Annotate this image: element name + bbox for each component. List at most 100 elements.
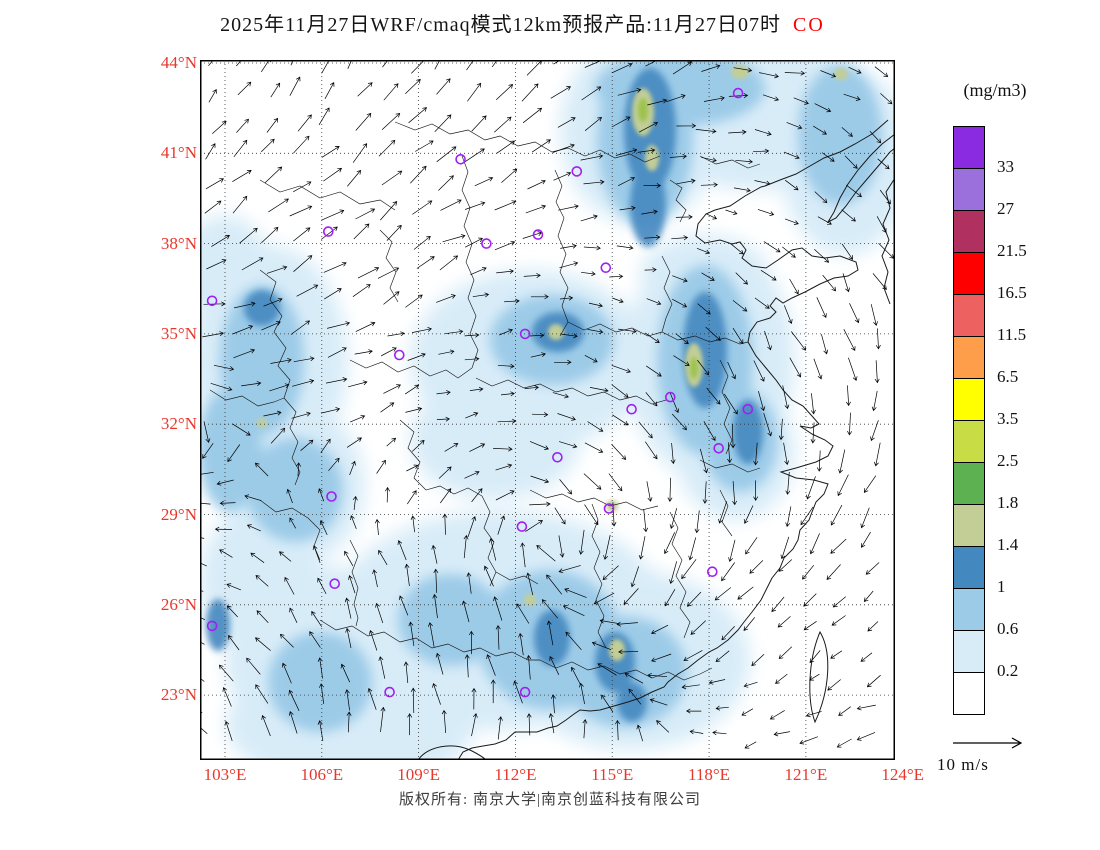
wind-arrow xyxy=(311,610,322,627)
wind-arrow xyxy=(814,191,828,204)
wind-arrow xyxy=(404,563,410,587)
wind-arrow xyxy=(791,331,807,351)
wind-arrow xyxy=(681,559,697,580)
station-marker xyxy=(394,349,405,361)
wind-arrow xyxy=(318,488,325,502)
wind-arrow xyxy=(703,421,716,441)
wind-arrow xyxy=(546,620,554,646)
wind-arrow xyxy=(778,646,793,660)
wind-arrow xyxy=(233,139,248,158)
wind-arrows xyxy=(200,60,895,749)
wind-arrow xyxy=(876,216,887,233)
wind-arrow xyxy=(200,471,214,475)
wind-arrow xyxy=(647,98,668,106)
wind-arrow xyxy=(250,552,265,563)
wind-arrow xyxy=(349,460,356,476)
wind-arrow xyxy=(439,255,459,271)
wind-arrow xyxy=(227,444,241,463)
wind-arrow xyxy=(385,486,391,503)
wind-arrow xyxy=(347,169,362,187)
wind-arrow xyxy=(411,60,428,74)
wind-arrow xyxy=(300,439,314,451)
wind-arrow xyxy=(558,565,581,574)
wind-arrow xyxy=(438,349,455,355)
wind-arrow xyxy=(599,618,620,625)
wind-arrow xyxy=(758,391,766,412)
wind-arrow xyxy=(255,684,269,704)
wind-arrow xyxy=(809,673,820,681)
wind-arrow xyxy=(615,148,638,156)
wind-arrow xyxy=(427,622,435,647)
wind-arrow xyxy=(672,275,688,283)
wind-arrow xyxy=(672,61,693,75)
wind-arrow xyxy=(290,320,311,335)
wind-arrow xyxy=(611,444,627,461)
wind-arrow xyxy=(669,153,687,159)
wind-arrow xyxy=(232,195,248,214)
wind-arrow xyxy=(570,666,581,685)
wind-arrow xyxy=(529,441,549,450)
colorbar-block xyxy=(953,378,985,421)
wind-arrow xyxy=(232,325,254,335)
wind-arrow xyxy=(639,121,659,133)
wind-arrow xyxy=(580,154,604,161)
wind-arrow xyxy=(464,201,486,210)
wind-arrow xyxy=(616,245,634,251)
wind-arrow xyxy=(491,60,498,68)
wind-arrow xyxy=(705,213,718,220)
wind-arrow xyxy=(559,479,573,495)
wind-arrow xyxy=(612,297,624,304)
wind-arrow xyxy=(821,334,829,355)
wind-arrow xyxy=(241,381,262,387)
wind-arrow xyxy=(705,326,721,341)
wind-arrow xyxy=(246,657,261,675)
wind-arrow xyxy=(297,114,312,132)
wind-arrow xyxy=(465,412,479,419)
wind-arrow xyxy=(789,278,799,295)
wind-arrow xyxy=(712,730,727,736)
wind-arrow xyxy=(503,298,520,304)
wind-arrow xyxy=(608,473,623,492)
wind-arrow xyxy=(619,205,636,211)
wind-arrow xyxy=(204,200,222,214)
wind-arrow xyxy=(246,524,261,532)
wind-arrow xyxy=(471,687,477,710)
wind-arrow xyxy=(436,146,457,163)
wind-arrow xyxy=(291,411,311,419)
wind-arrow xyxy=(232,423,251,436)
wind-arrow xyxy=(266,117,279,133)
wind-arrow xyxy=(416,256,435,269)
wind-arrow xyxy=(638,536,646,560)
wind-arrow xyxy=(558,535,565,558)
station-marker xyxy=(516,521,528,532)
wind-arrow xyxy=(721,626,735,641)
wind-arrow xyxy=(469,386,484,392)
wind-arrow xyxy=(471,713,478,737)
wind-arrow xyxy=(856,732,876,741)
wind-arrow xyxy=(846,385,851,407)
wind-arrow xyxy=(588,302,603,308)
station-marker xyxy=(519,686,531,698)
wind-arrow xyxy=(630,566,640,588)
wind-arrow xyxy=(848,66,862,74)
wind-arrow xyxy=(675,214,693,220)
wind-arrow xyxy=(650,624,669,635)
wind-arrow xyxy=(312,545,321,564)
colorbar-block xyxy=(953,126,985,169)
wind-arrow xyxy=(278,551,292,562)
wind-arrow xyxy=(557,117,576,128)
wind-arrow xyxy=(673,355,690,366)
wind-arrow xyxy=(324,288,342,300)
wind-arrow xyxy=(444,443,459,452)
wind-arrow xyxy=(793,97,809,105)
wind-arrow xyxy=(219,549,233,558)
wind-arrow xyxy=(346,437,362,448)
wind-arrow xyxy=(526,713,532,736)
wind-arrow xyxy=(442,513,448,535)
figure-title: 2025年11月27日WRF/cmaq模式12km预报产品:11月27日07时 C… xyxy=(0,8,1045,37)
wind-arrow xyxy=(532,139,551,153)
colorbar-tick-label: 27 xyxy=(997,199,1014,218)
colorbar-block xyxy=(953,546,985,589)
colorbar-block xyxy=(953,672,985,715)
wind-arrow xyxy=(369,629,378,651)
